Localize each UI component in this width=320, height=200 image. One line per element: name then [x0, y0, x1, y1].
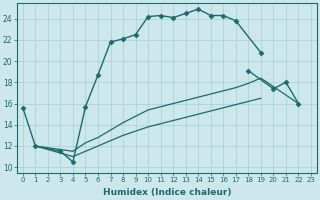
- X-axis label: Humidex (Indice chaleur): Humidex (Indice chaleur): [103, 188, 231, 197]
